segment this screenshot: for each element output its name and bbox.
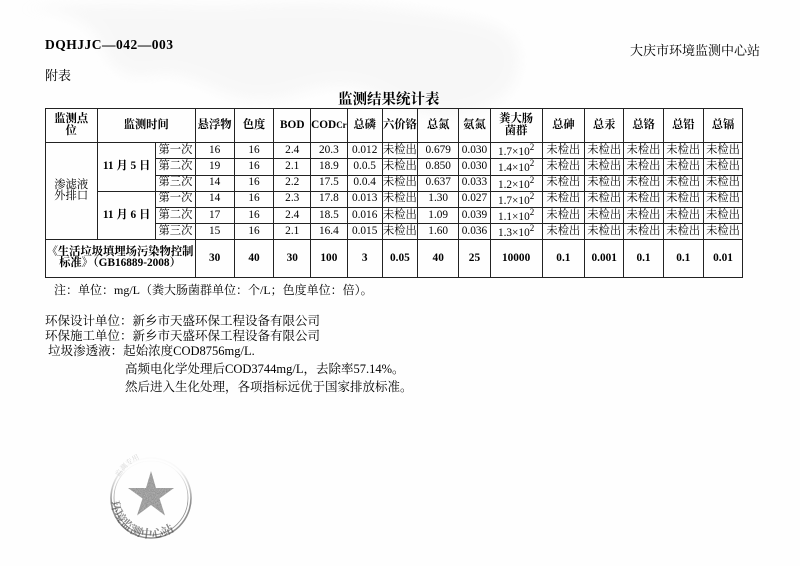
svg-text:监测专用: 监测专用	[113, 452, 141, 478]
